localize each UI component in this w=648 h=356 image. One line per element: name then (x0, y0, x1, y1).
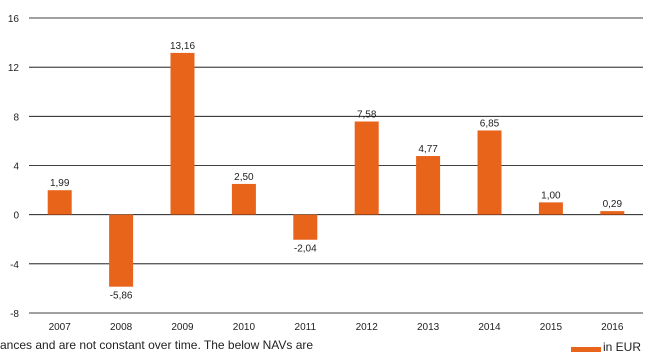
x-axis-ticks: 2007 2008 2009 2010 2011 2012 2013 2014 2015 2016 (49, 322, 624, 333)
y-tick-label: 8 (13, 112, 19, 123)
legend: in EUR (571, 340, 641, 354)
legend-label: in EUR (603, 340, 642, 354)
x-tick-label-2015: 2015 (540, 322, 563, 333)
x-tick-label-2016: 2016 (601, 322, 624, 333)
bar-2007 (47, 190, 72, 215)
y-tick-label: 0 (13, 211, 19, 222)
bar-2013 (416, 156, 441, 215)
data-label-2010: 2,50 (234, 172, 254, 183)
x-tick-label-2014: 2014 (478, 322, 501, 333)
bar-2015 (538, 202, 563, 215)
y-tick-label: -4 (10, 260, 19, 271)
bars (47, 52, 625, 287)
data-label-2012: 7,58 (357, 109, 377, 120)
y-axis-ticks: 16 12 8 4 0 -4 -8 (8, 14, 20, 320)
bar-2009 (170, 52, 195, 215)
data-label-2014: 6,85 (480, 118, 500, 129)
data-label-2009: 13,16 (170, 41, 195, 52)
x-tick-label-2009: 2009 (171, 322, 194, 333)
x-tick-label-2011: 2011 (295, 322, 317, 333)
y-tick-label: -8 (10, 309, 19, 320)
bar-2014 (477, 130, 502, 215)
x-tick-label-2013: 2013 (417, 322, 440, 333)
data-label-2008: -5,86 (110, 291, 133, 302)
data-labels: 1,99 -5,86 13,16 2,50 -2,04 7,58 4,77 6,85 1,00 0… (50, 41, 623, 302)
data-label-2013: 4,77 (418, 144, 438, 155)
y-tick-label: 12 (8, 63, 20, 74)
bar-2011 (293, 214, 318, 240)
y-tick-label: 16 (8, 14, 20, 25)
data-label-2011: -2,04 (294, 244, 317, 255)
x-tick-label-2007: 2007 (49, 322, 72, 333)
footer-note: ances and are not constant over time. Th… (0, 338, 314, 352)
bar-2012 (354, 121, 379, 215)
data-label-2007: 1,99 (50, 178, 70, 189)
x-tick-label-2012: 2012 (356, 322, 379, 333)
data-label-2016: 0,29 (603, 199, 623, 210)
bar-2008 (109, 214, 134, 287)
x-tick-label-2010: 2010 (233, 322, 256, 333)
bar-2016 (600, 211, 625, 215)
bar-2010 (231, 183, 256, 215)
legend-swatch (571, 347, 601, 352)
data-label-2015: 1,00 (541, 190, 561, 201)
x-tick-label-2008: 2008 (110, 322, 133, 333)
y-tick-label: 4 (13, 162, 19, 173)
